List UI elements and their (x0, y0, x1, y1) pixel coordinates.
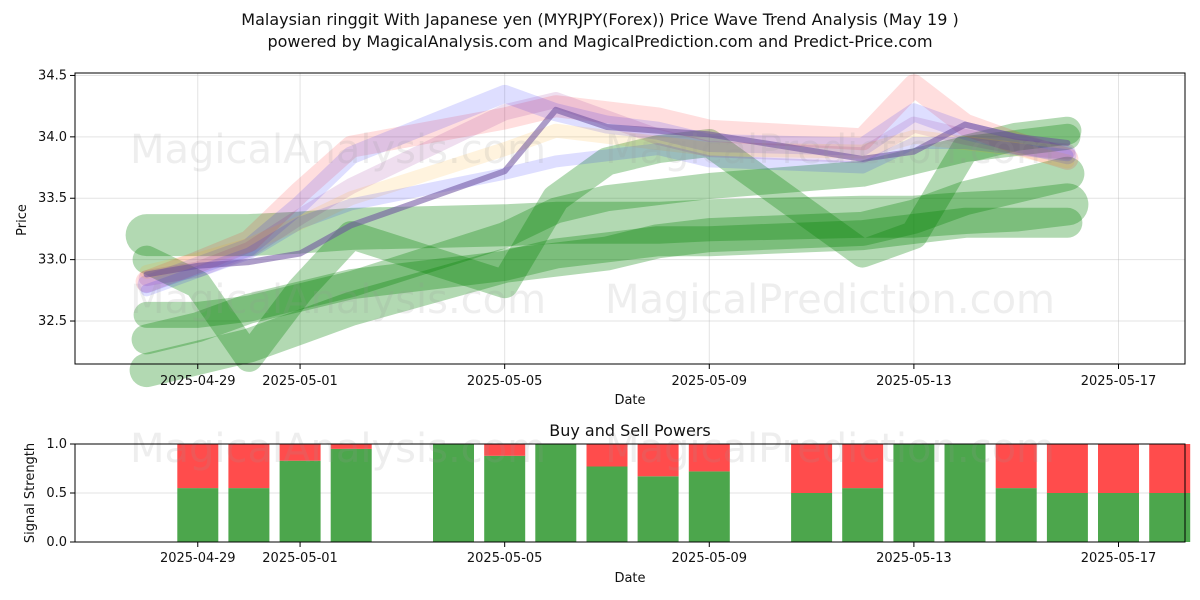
buy-bar (688, 471, 730, 542)
price-x-tick-label: 2025-04-29 (160, 374, 236, 389)
watermark-prediction-bottom: MagicalPrediction.com (605, 426, 1055, 472)
wave-band-2 (125, 183, 1089, 257)
buy-bar (279, 460, 321, 542)
price-x-tick-label: 2025-05-01 (262, 374, 338, 389)
sell-bar (177, 444, 219, 489)
price-y-tick-label: 34.0 (38, 130, 67, 145)
buy-bar (842, 488, 884, 542)
signal-y-tick-label: 0.0 (46, 535, 67, 550)
watermark-analysis-mid: MagicalAnalysis.com (130, 277, 546, 323)
sell-bar (637, 444, 679, 477)
watermark-analysis-top: MagicalAnalysis.com (130, 127, 546, 173)
watermark-analysis-bottom: MagicalAnalysis.com (130, 426, 546, 472)
wave-band-0 (129, 156, 1085, 388)
sell-bar (791, 444, 833, 493)
price-y-label: Price (15, 204, 30, 236)
signal-bars (177, 444, 1191, 542)
sell-bar (586, 444, 628, 467)
signal-panel: Buy and Sell Powers MagicalAnalysis.com … (23, 421, 1191, 586)
forecast-line-3 (139, 123, 1075, 279)
wave-bands (125, 116, 1089, 388)
buy-bar (330, 448, 372, 542)
sell-bar (995, 444, 1037, 489)
signal-x-tick-label: 2025-05-09 (672, 551, 748, 566)
wave-band-4 (132, 116, 1082, 372)
price-x-tick-label: 2025-05-17 (1081, 374, 1157, 389)
sell-bar (842, 444, 884, 489)
price-x-label: Date (614, 393, 645, 408)
price-x-ticks: 2025-04-29 2025-05-01 2025-05-05 2025-05-09… (160, 364, 1156, 389)
price-y-ticks: 32.5 33.0 33.5 34.0 34.5 (38, 68, 75, 329)
buy-bar (1098, 493, 1139, 542)
price-y-tick-label: 32.5 (38, 314, 67, 329)
signal-x-tick-label: 2025-05-17 (1081, 551, 1157, 566)
signal-y-label: Signal Strength (23, 443, 38, 543)
buy-bar (944, 444, 986, 542)
buy-bar (1046, 493, 1088, 542)
buy-bar (893, 444, 935, 542)
price-x-tick-label: 2025-05-13 (876, 374, 952, 389)
chart-subtitle: powered by MagicalAnalysis.com and Magic… (267, 32, 932, 51)
sell-bar (484, 444, 526, 456)
signal-y-ticks: 0.0 0.5 1.0 (46, 437, 75, 550)
price-x-tick-label: 2025-05-09 (672, 374, 748, 389)
price-panel: MagicalAnalysis.com MagicalPrediction.co… (15, 68, 1186, 408)
signal-x-tick-label: 2025-04-29 (160, 551, 236, 566)
signal-title: Buy and Sell Powers (549, 421, 711, 440)
signal-y-tick-label: 1.0 (46, 437, 67, 452)
buy-bar (484, 455, 526, 542)
sell-bar (330, 444, 372, 449)
actual-price-line (143, 106, 1071, 278)
price-x-tick-label: 2025-05-05 (467, 374, 543, 389)
forecast-line-0 (135, 74, 1079, 293)
forecast-line-4 (140, 137, 1074, 297)
price-y-tick-label: 33.0 (38, 253, 67, 268)
buy-bar (637, 476, 679, 542)
chart-title: Malaysian ringgit With Japanese yen (MYR… (241, 10, 958, 29)
signal-x-tick-label: 2025-05-13 (876, 551, 952, 566)
signal-x-ticks: 2025-04-29 2025-05-01 2025-05-05 2025-05-09… (160, 542, 1156, 566)
signal-x-tick-label: 2025-05-01 (262, 551, 338, 566)
price-y-tick-label: 34.5 (38, 68, 67, 83)
signal-watermarks: MagicalAnalysis.com MagicalPrediction.co… (130, 426, 1055, 472)
buy-bar (586, 466, 628, 542)
watermark-prediction-mid: MagicalPrediction.com (605, 277, 1055, 323)
buy-bar (995, 488, 1037, 542)
sell-bar (279, 444, 321, 461)
buy-bar (177, 488, 219, 542)
price-watermarks: MagicalAnalysis.com MagicalPrediction.co… (130, 127, 1055, 323)
price-y-tick-label: 33.5 (38, 191, 67, 206)
sell-bar (1046, 444, 1088, 493)
signal-x-tick-label: 2025-05-05 (467, 551, 543, 566)
signal-x-label: Date (614, 571, 645, 586)
sell-bar (688, 444, 730, 472)
sell-bar (228, 444, 270, 489)
buy-bar (791, 493, 833, 542)
signal-y-tick-label: 0.5 (46, 486, 67, 501)
buy-bar (433, 444, 474, 542)
forecast-lines (135, 74, 1079, 297)
buy-bar (228, 488, 270, 542)
price-frame (74, 72, 1186, 365)
watermark-prediction-top: MagicalPrediction.com (605, 127, 1055, 173)
price-plot-area (75, 73, 1185, 364)
wave-band-1 (133, 123, 1081, 328)
wave-band-3 (131, 207, 1083, 355)
sell-bar (1149, 444, 1191, 493)
sell-bar (1098, 444, 1139, 493)
buy-bar (1149, 493, 1191, 542)
buy-bar (535, 444, 577, 542)
